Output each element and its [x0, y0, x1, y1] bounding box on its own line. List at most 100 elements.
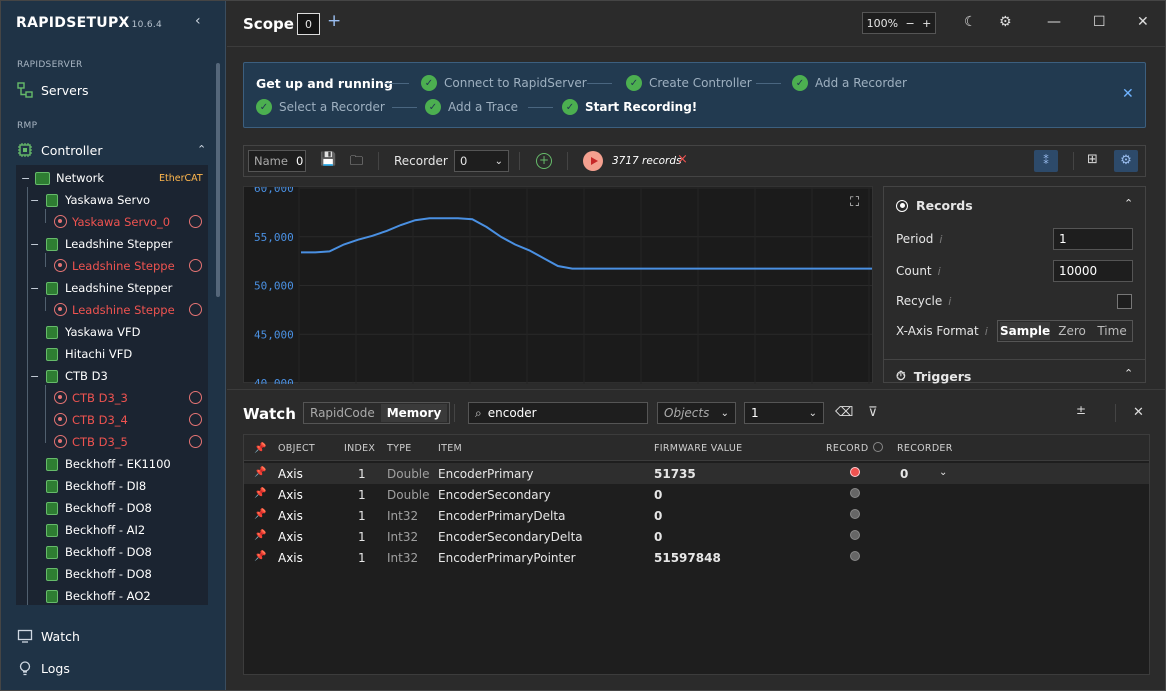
calculator-icon[interactable]: ±	[1076, 403, 1087, 417]
clear-search-icon[interactable]: ⌫	[835, 405, 854, 420]
collapse-icon[interactable]: −	[30, 281, 40, 295]
col-type[interactable]: TYPE	[387, 443, 412, 454]
collapse-icon[interactable]: −	[30, 369, 40, 383]
tree-row-node[interactable]: Beckhoff - AO2	[16, 585, 208, 605]
tree-row-node[interactable]: − CTB D3	[16, 365, 208, 387]
moon-icon[interactable]: ☾	[964, 14, 977, 30]
record-toggle-icon[interactable]	[850, 509, 860, 519]
gear-icon[interactable]: ⚙	[999, 14, 1012, 30]
col-object[interactable]: OBJECT	[278, 443, 316, 454]
scope-chart[interactable]: 60,000 55,000 50,000 45,000 40,000 ⛶	[243, 186, 873, 384]
chevron-up-icon[interactable]: ⌃	[1124, 367, 1134, 380]
add-recorder-icon[interactable]: +	[536, 153, 552, 169]
nav-servers[interactable]: Servers	[17, 82, 89, 98]
chevron-down-icon[interactable]: ⌄	[939, 467, 948, 478]
clear-records-icon[interactable]: ×	[677, 152, 688, 167]
pin-icon[interactable]: 📌	[254, 509, 267, 520]
add-scope-icon[interactable]: +	[327, 11, 342, 31]
collapse-sidebar-icon[interactable]: ‹	[195, 13, 201, 29]
triggers-header[interactable]: ⏱ Triggers	[896, 368, 971, 384]
step-add-trace[interactable]: ✓ Add a Trace	[425, 99, 518, 115]
col-recorder[interactable]: RECORDER	[897, 443, 953, 454]
close-banner-icon[interactable]: ✕	[1122, 86, 1134, 102]
fullscreen-icon[interactable]: ⛶	[850, 195, 860, 210]
chevron-up-icon[interactable]: ⌃	[197, 143, 207, 156]
tree-row-node[interactable]: Hitachi VFD	[16, 343, 208, 365]
record-button[interactable]	[583, 151, 603, 171]
filter-clear-icon[interactable]: ⊽	[868, 405, 878, 420]
sidebar-scrollbar[interactable]	[216, 63, 220, 297]
collapse-icon[interactable]: −	[30, 237, 40, 251]
col-firmware-value[interactable]: FIRMWARE VALUE	[654, 443, 743, 454]
tree-row-node[interactable]: Yaskawa VFD	[16, 321, 208, 343]
recorder-select[interactable]: 0 ⌄	[454, 150, 509, 172]
collapse-icon[interactable]: −	[30, 193, 40, 207]
save-icon[interactable]: 💾	[320, 152, 337, 167]
record-all-icon[interactable]	[873, 442, 883, 452]
tree-row-axis[interactable]: Yaskawa Servo_0	[16, 211, 208, 233]
table-row[interactable]: 📌 Axis 1 Int32 EncoderSecondaryDelta 0	[244, 526, 1149, 547]
record-toggle-icon[interactable]	[850, 530, 860, 540]
tree-row-node[interactable]: Beckhoff - DI8	[16, 475, 208, 497]
tree-row-node[interactable]: Beckhoff - EK1100	[16, 453, 208, 475]
step-select-recorder[interactable]: ✓ Select a Recorder	[256, 99, 385, 115]
tree-row-node[interactable]: − Yaskawa Servo	[16, 189, 208, 211]
recycle-checkbox[interactable]	[1117, 294, 1132, 309]
nav-logs[interactable]: Logs	[17, 660, 70, 676]
tab-memory[interactable]: Memory	[380, 404, 448, 422]
step-start-recording[interactable]: ✓ Start Recording!	[562, 99, 697, 115]
table-row[interactable]: 📌 Axis 1 Int32 EncoderPrimaryPointer 51597848	[244, 547, 1149, 568]
info-icon[interactable]: i	[937, 265, 941, 278]
tree-row-axis[interactable]: CTB D3_4	[16, 409, 208, 431]
tree-row-node[interactable]: − Leadshine Stepper	[16, 233, 208, 255]
objects-select[interactable]: Objects ⌄	[657, 402, 736, 424]
nav-controller[interactable]: Controller	[17, 142, 103, 158]
zoom-in-icon[interactable]: +	[922, 16, 932, 30]
tree-row-axis[interactable]: CTB D3_3	[16, 387, 208, 409]
xaxis-zero[interactable]: Zero	[1058, 324, 1086, 338]
tree-row-network[interactable]: − Network EtherCAT	[16, 167, 208, 189]
tree-row-node[interactable]: Beckhoff - AI2	[16, 519, 208, 541]
pin-icon[interactable]: 📌	[254, 488, 267, 499]
nav-watch[interactable]: Watch	[17, 628, 80, 644]
cursor-icon[interactable]: ⁑	[1034, 150, 1058, 172]
zoom-out-icon[interactable]: −	[905, 16, 915, 30]
step-controller[interactable]: ✓ Create Controller	[626, 75, 752, 91]
pin-icon[interactable]: 📌	[254, 467, 267, 478]
tree-row-axis[interactable]: Leadshine Steppe	[16, 299, 208, 321]
scope-tab[interactable]: 0	[297, 13, 320, 35]
tree-row-axis[interactable]: CTB D3_5	[16, 431, 208, 453]
tree-row-node[interactable]: Beckhoff - DO8	[16, 563, 208, 585]
record-toggle-icon[interactable]	[850, 467, 860, 477]
maximize-icon[interactable]: ☐	[1093, 14, 1106, 30]
pin-icon[interactable]: 📌	[254, 443, 267, 454]
close-watch-icon[interactable]: ✕	[1133, 405, 1144, 420]
index-select[interactable]: 1 ⌄	[744, 402, 824, 424]
step-connect[interactable]: ✓ Connect to RapidServer	[421, 75, 587, 91]
col-index[interactable]: INDEX	[344, 443, 376, 454]
collapse-icon[interactable]: −	[21, 171, 31, 185]
info-icon[interactable]: i	[948, 295, 952, 308]
tree-row-axis[interactable]: Leadshine Steppe	[16, 255, 208, 277]
close-window-icon[interactable]: ✕	[1137, 14, 1149, 30]
search-input[interactable]: ⌕ encoder	[468, 402, 648, 424]
period-input[interactable]: 1	[1053, 228, 1133, 250]
grid-layout-icon[interactable]: ⊞	[1087, 152, 1098, 167]
step-add-recorder[interactable]: ✓ Add a Recorder	[792, 75, 907, 91]
table-row[interactable]: 📌 Axis 1 Double EncoderPrimary 51735 0 ⌄	[244, 463, 1149, 484]
pin-icon[interactable]: 📌	[254, 530, 267, 541]
info-icon[interactable]: i	[984, 325, 988, 338]
tab-rapidcode[interactable]: RapidCode	[310, 406, 375, 420]
table-row[interactable]: 📌 Axis 1 Double EncoderSecondary 0	[244, 484, 1149, 505]
cell-recorder[interactable]: 0	[900, 467, 909, 481]
tree-row-node[interactable]: Beckhoff - DO8	[16, 541, 208, 563]
records-header[interactable]: Records	[896, 198, 973, 213]
info-icon[interactable]: i	[939, 233, 943, 246]
xaxis-time[interactable]: Time	[1097, 324, 1127, 338]
chevron-up-icon[interactable]: ⌃	[1124, 197, 1134, 210]
minimize-icon[interactable]: —	[1047, 14, 1061, 30]
col-record[interactable]: RECORD	[826, 443, 869, 454]
folder-icon[interactable]: 🗀	[350, 154, 364, 169]
tree-row-node[interactable]: − Leadshine Stepper	[16, 277, 208, 299]
col-item[interactable]: ITEM	[438, 443, 463, 454]
